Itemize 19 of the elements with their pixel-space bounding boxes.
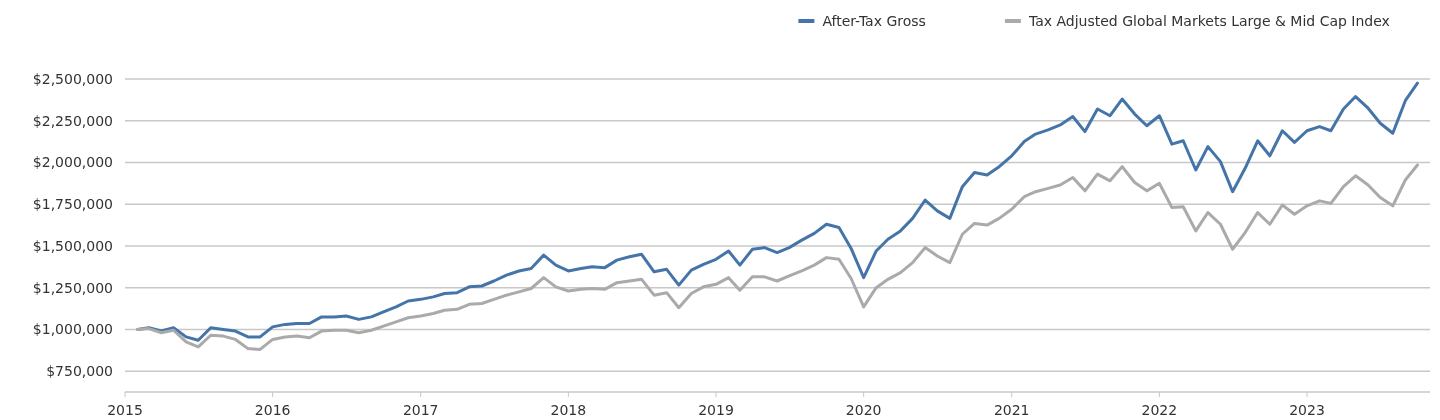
legend-label: After-Tax Gross [822, 13, 926, 29]
x-tick-label: 2017 [402, 401, 439, 418]
y-tick-label: $1,000,000 [32, 321, 113, 338]
x-tick-label: 2016 [254, 401, 291, 418]
x-tick-label: 2021 [993, 401, 1030, 418]
x-tick-label: 2020 [845, 401, 882, 418]
x-tick-label: 2018 [550, 401, 587, 418]
y-tick-label: $1,750,000 [32, 196, 113, 213]
y-tick-label: $2,250,000 [32, 112, 113, 129]
x-tick-label: 2019 [698, 401, 734, 418]
y-tick-label: $750,000 [46, 363, 113, 380]
y-tick-label: $2,000,000 [32, 154, 113, 171]
x-tick-label: 2015 [107, 401, 143, 418]
x-tick-label: 2023 [1289, 401, 1325, 418]
x-tick-label: 2022 [1141, 401, 1178, 418]
y-tick-label: $1,500,000 [32, 237, 113, 254]
legend-label: Tax Adjusted Global Markets Large & Mid Cap Index [1027, 13, 1390, 29]
y-tick-label: $1,250,000 [32, 279, 113, 296]
y-tick-label: $2,500,000 [32, 70, 113, 87]
